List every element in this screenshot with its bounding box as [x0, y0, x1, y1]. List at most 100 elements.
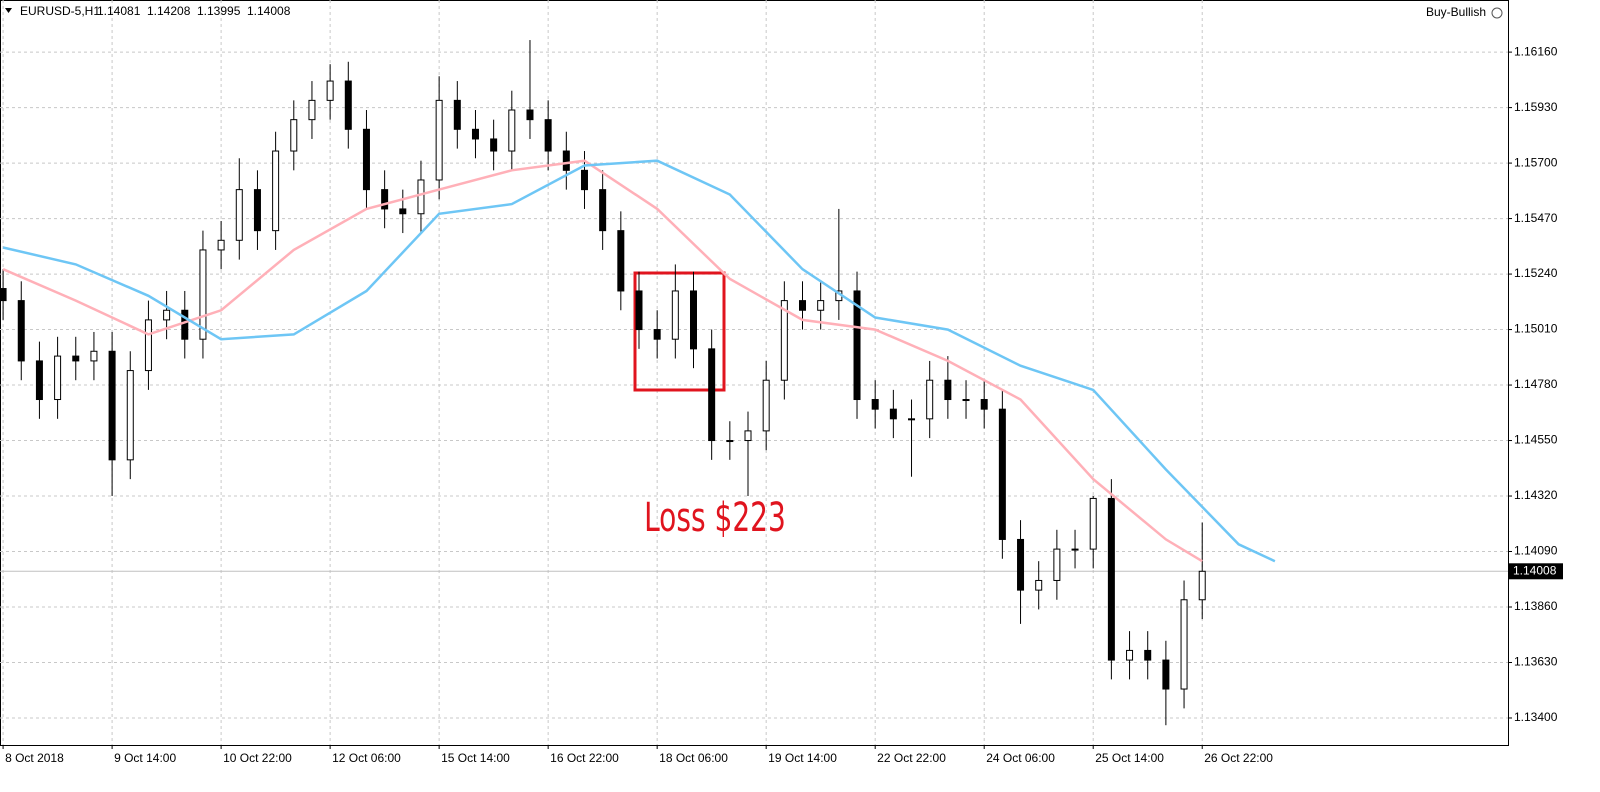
candle-body	[580, 169, 588, 191]
candle-body	[217, 239, 225, 251]
y-tick-label: 1.14780	[1514, 377, 1558, 391]
y-tick-label: 1.14320	[1514, 488, 1558, 502]
y-tick-label: 1.15930	[1514, 100, 1558, 114]
candle-body	[962, 399, 970, 402]
candle-body	[471, 128, 479, 140]
candle-body	[1144, 649, 1152, 661]
y-tick-label: 1.15470	[1514, 211, 1558, 225]
candle-body	[199, 249, 207, 340]
candle-body	[181, 309, 189, 340]
candle-body	[35, 360, 43, 401]
indicator-icon	[1491, 7, 1503, 19]
candle-body	[17, 300, 25, 362]
candle-body	[235, 189, 243, 241]
highlight-box	[633, 271, 726, 392]
loss-annotation: Loss $223	[644, 495, 786, 541]
y-tick-label: 1.14550	[1514, 433, 1558, 447]
candle-body	[817, 300, 825, 311]
candle-body	[272, 150, 280, 232]
x-tick-label: 19 Oct 14:00	[768, 751, 837, 765]
candle-body	[635, 290, 643, 331]
candle-body	[1126, 649, 1134, 661]
candle-body	[708, 348, 716, 442]
candle-body	[853, 290, 861, 401]
x-tick-label: 15 Oct 14:00	[441, 751, 510, 765]
candle-body	[163, 309, 171, 321]
candle-body	[1017, 538, 1025, 591]
x-tick-label: 26 Oct 22:00	[1204, 751, 1273, 765]
candle-body	[871, 399, 879, 410]
moving-average	[2, 159, 1276, 563]
candle-body	[526, 109, 534, 121]
candle-body	[653, 329, 661, 340]
candle-body	[889, 408, 897, 420]
candle-body	[1071, 548, 1079, 551]
y-tick-label: 1.15700	[1514, 155, 1558, 169]
candle-body	[126, 370, 134, 461]
bar-low: 1.13995	[197, 4, 241, 18]
candle-body	[1107, 497, 1115, 661]
x-tick-label: 8 Oct 2018	[5, 751, 64, 765]
candle-body	[290, 119, 298, 152]
candle-body	[944, 379, 952, 401]
current-price-label: 1.14008	[1513, 563, 1557, 577]
x-tick-label: 22 Oct 22:00	[877, 751, 946, 765]
x-tick-label: 24 Oct 06:00	[986, 751, 1055, 765]
candle-body	[562, 150, 570, 171]
x-tick-label: 9 Oct 14:00	[114, 751, 176, 765]
x-tick-label: 10 Oct 22:00	[223, 751, 292, 765]
candle-body	[508, 109, 516, 152]
y-tick-label: 1.15240	[1514, 266, 1558, 280]
chart-symbol: EURUSD-5,H1	[20, 4, 100, 18]
candle-body	[72, 355, 80, 362]
menu-arrow	[5, 8, 12, 13]
x-tick-label: 25 Oct 14:00	[1095, 751, 1164, 765]
candle-body	[926, 379, 934, 420]
candle-body	[253, 189, 261, 232]
candle-body	[108, 350, 116, 461]
x-tick-label: 12 Oct 06:00	[332, 751, 401, 765]
candle-body	[980, 399, 988, 410]
y-tick-label: 1.13630	[1514, 655, 1558, 669]
candle-body	[544, 119, 552, 152]
candle-body	[417, 179, 425, 215]
candle-body	[90, 350, 98, 362]
candle-body	[1162, 659, 1170, 690]
candle-body	[54, 355, 62, 401]
candle-body	[726, 440, 734, 443]
y-tick-label: 1.15010	[1514, 322, 1558, 336]
candle-body	[780, 300, 788, 381]
plot-frame	[0, 0, 1509, 746]
candle-body	[399, 208, 407, 215]
candle-body	[998, 408, 1006, 540]
candle-body	[490, 138, 498, 152]
candle-body	[1035, 579, 1043, 591]
y-tick-label: 1.16160	[1514, 44, 1558, 58]
bar-close: 1.14008	[247, 4, 291, 18]
indicator-label: Buy-Bullish	[1426, 5, 1486, 19]
candle-body	[435, 99, 443, 181]
candle-body	[1089, 497, 1097, 550]
y-tick-label: 1.14090	[1514, 544, 1558, 558]
candle-body	[599, 189, 607, 232]
candle-body	[762, 379, 770, 432]
candle-body	[689, 290, 697, 350]
y-tick-label: 1.13860	[1514, 599, 1558, 613]
candle-body	[362, 128, 370, 191]
candle-body	[453, 99, 461, 130]
y-tick-label: 1.13400	[1514, 710, 1558, 724]
candle-body	[144, 319, 152, 372]
moving-average	[2, 159, 1203, 563]
current-price-box	[1509, 563, 1563, 580]
candle-body	[799, 300, 807, 311]
x-tick-label: 16 Oct 22:00	[550, 751, 619, 765]
x-tick-label: 18 Oct 06:00	[659, 751, 728, 765]
candle-body	[1180, 599, 1188, 690]
candle-body	[0, 288, 7, 302]
candle-body	[381, 189, 389, 210]
candle-body	[326, 80, 334, 101]
candle-body	[908, 418, 916, 421]
candle-body	[617, 230, 625, 292]
candle-body	[744, 430, 752, 442]
